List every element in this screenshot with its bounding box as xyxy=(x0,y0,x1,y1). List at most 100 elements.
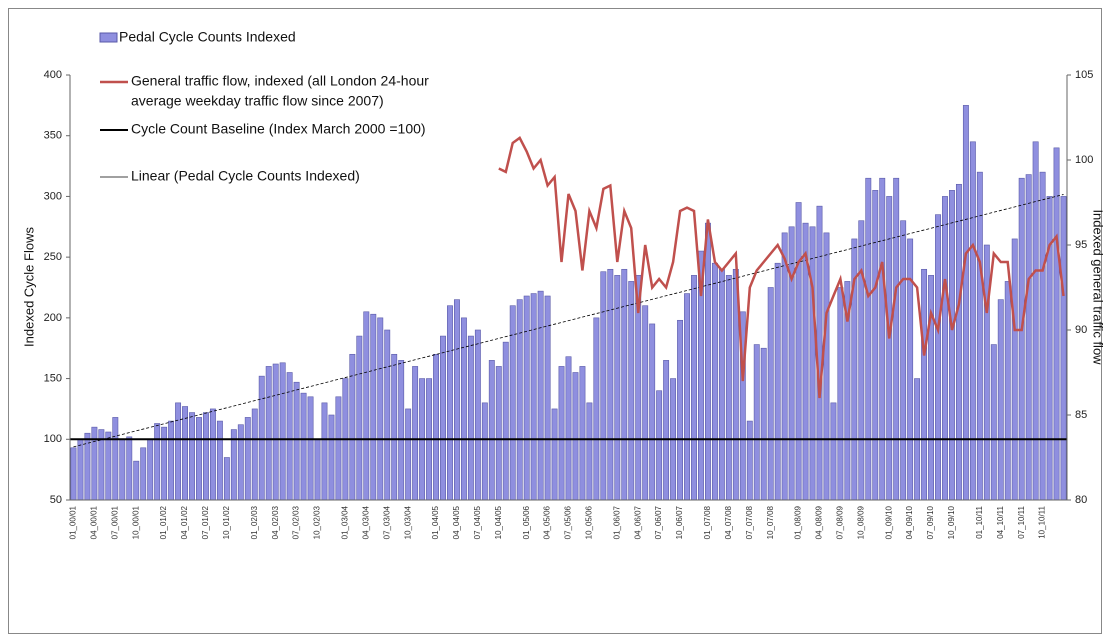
bar xyxy=(949,190,955,501)
bar xyxy=(405,408,412,501)
x-tick-label: 07_09/10 xyxy=(926,505,935,539)
trend-line xyxy=(73,194,1064,448)
bar xyxy=(440,335,446,501)
legend-label: General traffic flow, indexed (all Londo… xyxy=(131,73,429,89)
bar xyxy=(293,381,300,501)
bar xyxy=(370,313,377,501)
x-tick-label: 07_07/08 xyxy=(745,505,754,539)
bar xyxy=(182,406,188,501)
bar xyxy=(509,305,516,501)
bar xyxy=(126,436,133,501)
x-tick-label: 04_07/08 xyxy=(724,505,733,539)
y-tick-label: 100 xyxy=(44,433,62,445)
x-tick-label: 01_09/10 xyxy=(884,505,893,539)
bar xyxy=(1060,196,1067,501)
x-tick-label: 04_09/10 xyxy=(905,505,914,539)
x-tick-label: 01_08/09 xyxy=(794,505,803,539)
bar xyxy=(433,353,439,501)
bar xyxy=(161,426,168,501)
bar xyxy=(1025,174,1032,501)
y2-tick-label: 85 xyxy=(1075,409,1087,421)
x-tick-label: 04_03/04 xyxy=(361,505,370,539)
x-tick-label: 04_06/07 xyxy=(633,505,642,539)
bar xyxy=(990,344,997,501)
bar xyxy=(558,366,565,501)
bar xyxy=(997,299,1004,501)
bar xyxy=(244,417,251,501)
x-tick-label: 10_03/04 xyxy=(403,505,412,539)
bar xyxy=(746,420,753,501)
y-tick-label: 150 xyxy=(44,372,62,384)
bar xyxy=(1018,177,1025,501)
bar xyxy=(1053,147,1060,501)
bar xyxy=(935,214,941,501)
bar xyxy=(363,311,370,501)
x-tick-label: 01_02/03 xyxy=(250,505,259,539)
legend-label: Cycle Count Baseline (Index March 2000 =… xyxy=(131,121,426,137)
y-tick-label: 400 xyxy=(44,69,62,81)
bar xyxy=(760,347,767,501)
x-tick-label: 01_01/02 xyxy=(159,505,168,539)
legend-swatch xyxy=(99,32,118,43)
bar xyxy=(663,360,670,501)
legend-label: average weekday traffic flow since 2007) xyxy=(131,93,384,109)
x-tick-label: 01_00/01 xyxy=(69,505,78,539)
bar xyxy=(1011,238,1018,501)
bar xyxy=(677,319,684,501)
x-tick-label: 01_06/07 xyxy=(612,505,621,539)
bar xyxy=(572,372,579,501)
x-tick-label: 10_07/08 xyxy=(766,505,775,539)
x-tick-label: 10_01/02 xyxy=(222,505,231,539)
bar xyxy=(1032,141,1039,501)
bar xyxy=(112,417,119,501)
bar xyxy=(488,360,495,501)
x-tick-label: 07_01/02 xyxy=(201,505,210,539)
bar xyxy=(753,344,760,501)
x-tick-label: 10_08/09 xyxy=(856,505,865,539)
bar xyxy=(203,412,209,501)
bar xyxy=(265,366,272,501)
x-tick-label: 01_10/11 xyxy=(975,505,984,538)
bar xyxy=(453,299,460,501)
bar xyxy=(1004,281,1011,501)
bar xyxy=(189,412,195,501)
x-tick-label: 07_00/01 xyxy=(110,505,119,539)
bar xyxy=(168,420,175,501)
bar xyxy=(872,190,879,501)
bar xyxy=(969,141,976,501)
bar xyxy=(788,226,795,501)
bar xyxy=(621,268,628,501)
y2-tick-label: 100 xyxy=(1075,154,1093,166)
bar xyxy=(467,335,474,501)
bar xyxy=(879,177,886,501)
bar xyxy=(216,420,223,501)
bar xyxy=(691,275,697,501)
bar xyxy=(105,431,112,501)
bar xyxy=(767,287,774,501)
x-tick-label: 07_02/03 xyxy=(292,505,301,539)
x-tick-label: 07_06/07 xyxy=(654,505,663,539)
bar xyxy=(154,423,161,501)
bar xyxy=(774,262,781,501)
bar xyxy=(565,356,572,501)
legend-label: Linear (Pedal Cycle Counts Indexed) xyxy=(131,168,360,184)
line xyxy=(498,136,1065,399)
y2-tick-label: 95 xyxy=(1075,239,1087,251)
bar xyxy=(656,390,663,501)
bar xyxy=(474,329,481,501)
y-tick-label: 50 xyxy=(50,494,62,506)
y2-axis-title: Indexed general traffic flow xyxy=(1091,209,1104,365)
x-tick-label: 10_09/10 xyxy=(947,505,956,539)
bar xyxy=(579,366,586,501)
bar xyxy=(725,275,732,501)
bar xyxy=(321,402,328,501)
bar xyxy=(955,183,962,501)
bar xyxy=(795,202,802,501)
y-tick-label: 350 xyxy=(44,130,62,142)
x-tick-label: 07_10/11 xyxy=(1017,505,1026,538)
y2-tick-label: 105 xyxy=(1075,69,1093,81)
bar xyxy=(300,392,307,501)
y-axis-title: Indexed Cycle Flows xyxy=(21,227,36,347)
bar xyxy=(642,305,649,501)
x-tick-label: 01_03/04 xyxy=(341,505,350,539)
